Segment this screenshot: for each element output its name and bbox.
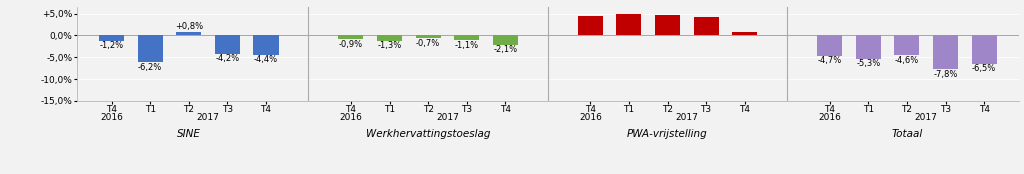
Text: 2017: 2017 <box>197 113 219 122</box>
Bar <box>972 35 996 64</box>
Text: -1,1%: -1,1% <box>455 41 479 50</box>
Text: -5,3%: -5,3% <box>856 59 881 68</box>
Bar <box>215 35 240 54</box>
Bar <box>732 32 758 35</box>
Bar <box>493 35 518 45</box>
Bar <box>254 35 279 55</box>
Text: -6,5%: -6,5% <box>972 64 996 73</box>
Text: +0,8%: +0,8% <box>175 22 203 31</box>
Text: -1,2%: -1,2% <box>99 41 124 50</box>
Bar <box>377 35 402 41</box>
Bar <box>99 35 124 41</box>
Text: 2017: 2017 <box>914 113 938 122</box>
Text: -4,4%: -4,4% <box>254 55 279 64</box>
Text: 2016: 2016 <box>100 113 123 122</box>
Text: SINE: SINE <box>177 129 201 139</box>
Bar <box>616 14 641 35</box>
Text: -0,9%: -0,9% <box>339 40 362 49</box>
Text: -4,6%: -4,6% <box>895 56 919 65</box>
Bar <box>176 32 202 35</box>
Text: -2,1%: -2,1% <box>494 45 517 54</box>
Bar <box>137 35 163 62</box>
Bar <box>693 17 719 35</box>
Bar <box>817 35 843 56</box>
Bar <box>894 35 920 56</box>
Text: PWA-vrijstelling: PWA-vrijstelling <box>627 129 708 139</box>
Bar <box>856 35 881 58</box>
Text: 2017: 2017 <box>436 113 459 122</box>
Bar <box>655 15 680 35</box>
Text: -4,7%: -4,7% <box>817 56 842 65</box>
Bar <box>933 35 958 69</box>
Text: -0,7%: -0,7% <box>416 39 440 48</box>
Text: 2016: 2016 <box>340 113 362 122</box>
Text: 2016: 2016 <box>579 113 602 122</box>
Text: -4,2%: -4,2% <box>215 54 240 63</box>
Text: 2017: 2017 <box>676 113 698 122</box>
Text: -1,3%: -1,3% <box>378 41 401 50</box>
Bar <box>416 35 440 38</box>
Bar <box>338 35 364 39</box>
Text: -7,8%: -7,8% <box>933 70 957 79</box>
Text: 2016: 2016 <box>818 113 841 122</box>
Bar <box>578 16 603 35</box>
Text: Totaal: Totaal <box>891 129 923 139</box>
Bar <box>455 35 479 40</box>
Text: Werkhervattingstoeslag: Werkhervattingstoeslag <box>366 129 490 139</box>
Text: -6,2%: -6,2% <box>138 63 162 72</box>
